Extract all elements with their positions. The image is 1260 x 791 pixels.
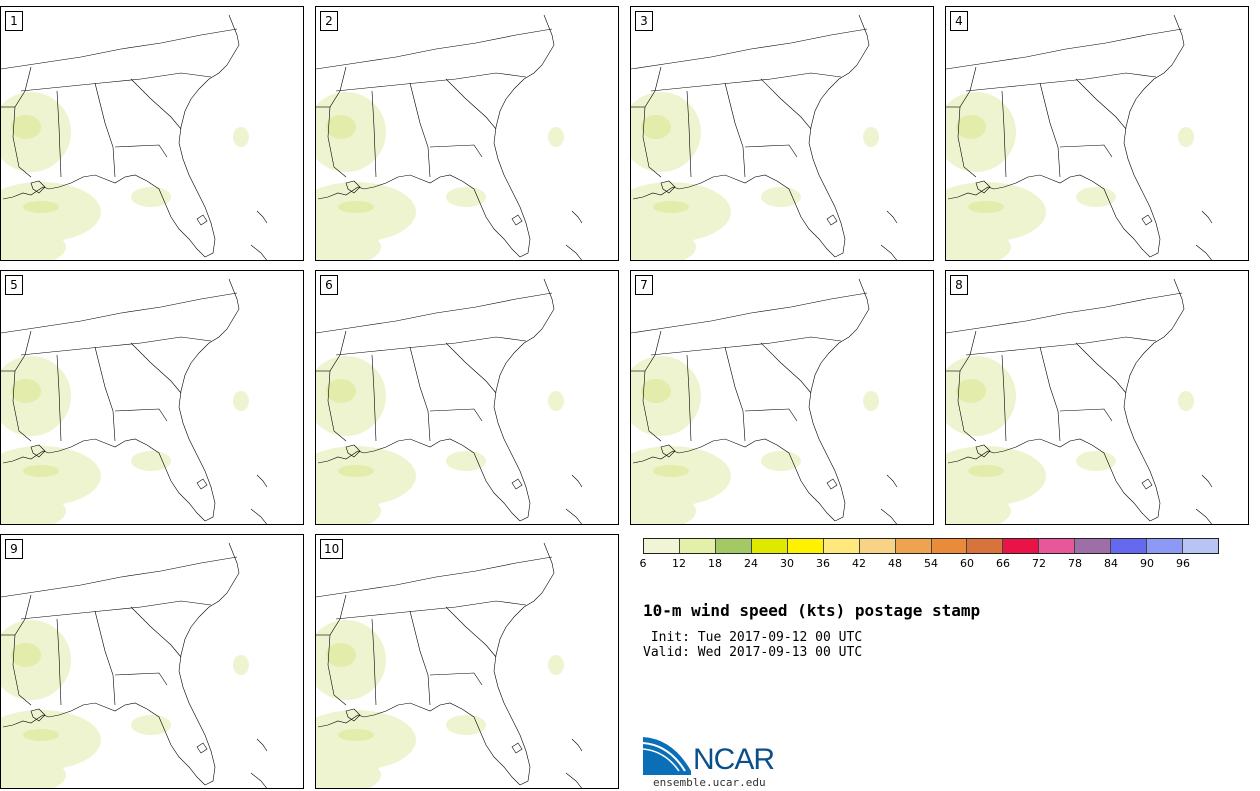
colorbar-swatch <box>1111 539 1148 553</box>
ensemble-member-map: 2 <box>315 6 619 261</box>
member-number: 7 <box>635 275 653 295</box>
colorbar-tick-label: 48 <box>888 557 902 570</box>
member-number: 4 <box>950 11 968 31</box>
colorbar-tick-label: 30 <box>780 557 794 570</box>
init-time: Init: Tue 2017-09-12 00 UTC <box>643 630 863 645</box>
ensemble-member-map: 7 <box>630 270 934 525</box>
colorbar-swatch <box>1183 539 1218 553</box>
colorbar-tick-label: 24 <box>744 557 758 570</box>
map-plot <box>316 14 585 260</box>
ensemble-member-map: 5 <box>0 270 304 525</box>
colorbar-tick-label: 90 <box>1140 557 1154 570</box>
colorbar-swatch <box>679 539 716 553</box>
map-plot <box>946 14 1215 260</box>
ncar-url: ensemble.ucar.edu <box>653 776 766 789</box>
colorbar <box>643 538 1219 554</box>
ensemble-member-map: 8 <box>945 270 1249 525</box>
map-plot <box>316 278 585 524</box>
colorbar-swatch <box>751 539 788 553</box>
colorbar-swatch <box>1075 539 1112 553</box>
member-number: 3 <box>635 11 653 31</box>
ncar-swoosh-icon <box>643 737 691 775</box>
colorbar-tick-label: 84 <box>1104 557 1118 570</box>
map-plot <box>1 278 270 524</box>
colorbar-tick-label: 66 <box>996 557 1010 570</box>
map-plot <box>1 14 270 260</box>
colorbar-swatch <box>931 539 968 553</box>
colorbar-tick-label: 60 <box>960 557 974 570</box>
ensemble-member-map: 6 <box>315 270 619 525</box>
member-number: 2 <box>320 11 338 31</box>
colorbar-swatch <box>1039 539 1076 553</box>
colorbar-swatch <box>967 539 1004 553</box>
colorbar-swatch <box>895 539 932 553</box>
colorbar-tick-label: 78 <box>1068 557 1082 570</box>
ensemble-member-map: 4 <box>945 6 1249 261</box>
colorbar-tick-label: 18 <box>708 557 722 570</box>
colorbar-swatch <box>644 539 680 553</box>
colorbar-swatch <box>1147 539 1184 553</box>
colorbar-swatch <box>787 539 824 553</box>
colorbar-tick-label: 54 <box>924 557 938 570</box>
figure-title: 10-m wind speed (kts) postage stamp <box>643 601 981 620</box>
colorbar-tick-label: 36 <box>816 557 830 570</box>
member-number: 6 <box>320 275 338 295</box>
colorbar-ticks: 6 12 18 24 30 36 42 48 54 60 66 72 78 84 90 96 <box>639 557 1219 571</box>
ncar-logo-text: NCAR <box>693 743 775 776</box>
member-number: 9 <box>5 539 23 559</box>
ensemble-member-map: 1 <box>0 6 304 261</box>
colorbar-tick-label: 72 <box>1032 557 1046 570</box>
map-plot <box>316 542 585 788</box>
colorbar-swatch <box>859 539 896 553</box>
colorbar-tick-label: 96 <box>1176 557 1190 570</box>
colorbar-swatch <box>1003 539 1040 553</box>
member-number: 1 <box>5 11 23 31</box>
ncar-logo: NCAR ensemble.ucar.edu <box>643 735 803 791</box>
map-plot <box>1 542 270 788</box>
ensemble-member-map: 9 <box>0 534 304 789</box>
member-number: 10 <box>320 539 344 559</box>
map-plot <box>946 278 1215 524</box>
colorbar-tick-label: 6 <box>639 557 647 570</box>
colorbar-tick-label: 12 <box>672 557 686 570</box>
ensemble-member-map: 3 <box>630 6 934 261</box>
member-number: 5 <box>5 275 23 295</box>
colorbar-swatch <box>715 539 752 553</box>
valid-time: Valid: Wed 2017-09-13 00 UTC <box>643 645 863 660</box>
map-plot <box>631 14 900 260</box>
colorbar-swatch <box>823 539 860 553</box>
ensemble-member-map: 10 <box>315 534 619 789</box>
map-plot <box>631 278 900 524</box>
colorbar-tick-label: 42 <box>852 557 866 570</box>
member-number: 8 <box>950 275 968 295</box>
